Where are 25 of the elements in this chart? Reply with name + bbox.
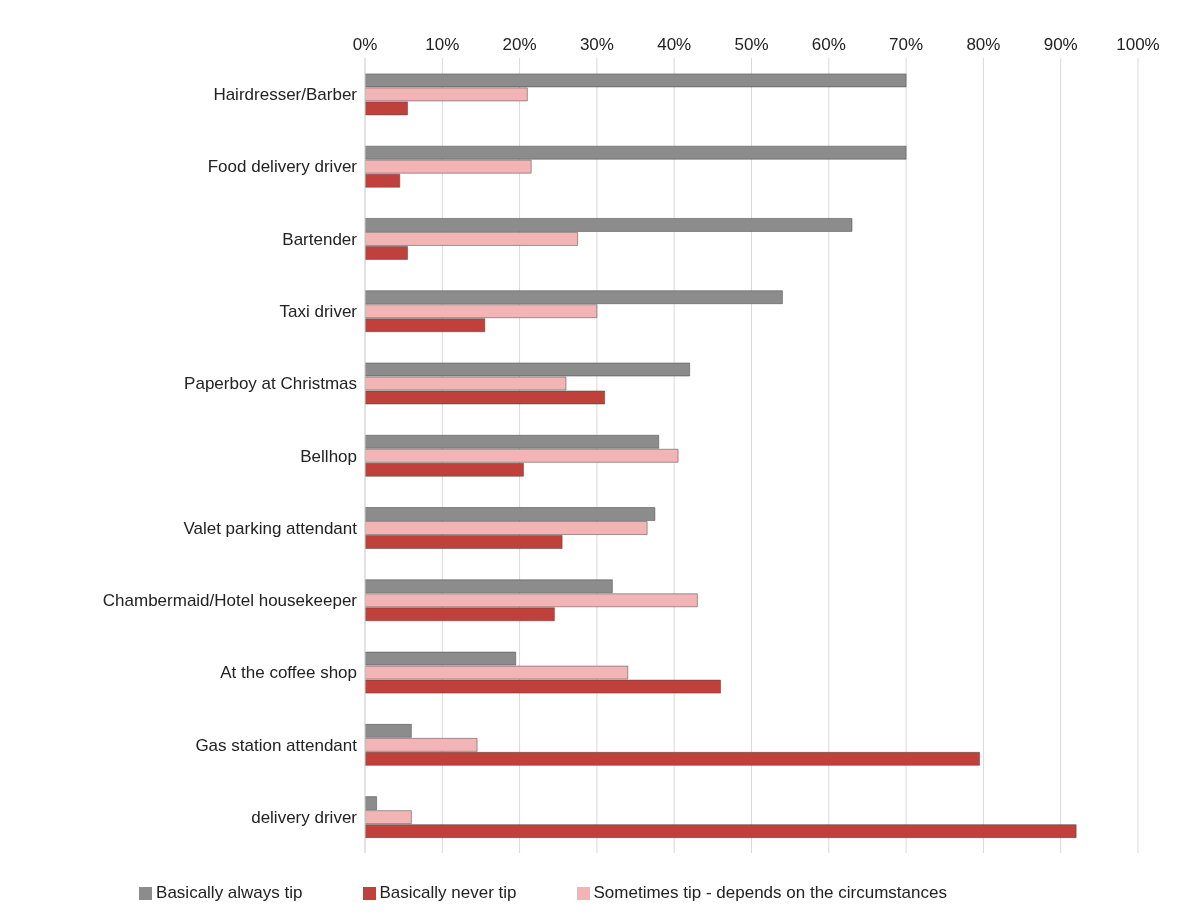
x-tick-label: 50% [734, 35, 769, 54]
y-tick-label: Hairdresser/Barber [213, 85, 358, 105]
x-tick-label: 40% [657, 35, 692, 54]
y-tick-label: Bartender [282, 229, 358, 249]
x-tick-label: 30% [579, 35, 614, 54]
x-tick-label: 60% [811, 35, 846, 54]
y-tick-label: Food delivery driver [207, 157, 358, 177]
x-tick-label: 0% [352, 35, 378, 54]
y-tick-label: At the coffee shop [220, 663, 357, 683]
legend-label: Sometimes tip - depends on the circumstances [593, 883, 947, 902]
x-tick-label: 100% [1116, 35, 1160, 54]
legend-label: Basically always tip [156, 883, 303, 902]
y-tick-label: delivery driver [251, 807, 358, 827]
y-tick-label: Taxi driver [279, 301, 358, 321]
legend-label: Basically never tip [379, 883, 517, 902]
x-tick-label: 20% [502, 35, 537, 54]
y-tick-label: Paperboy at Christmas [184, 374, 357, 394]
y-tick-label: Valet parking attendant [183, 518, 358, 538]
x-tick-label: 70% [889, 35, 924, 54]
y-tick-label: Gas station attendant [195, 735, 358, 755]
x-tick-label: 10% [425, 35, 460, 54]
y-tick-label: Chambermaid/Hotel housekeeper [102, 591, 358, 611]
x-tick-label: 90% [1043, 35, 1078, 54]
y-tick-label: Bellhop [300, 446, 357, 466]
x-tick-label: 80% [966, 35, 1001, 54]
